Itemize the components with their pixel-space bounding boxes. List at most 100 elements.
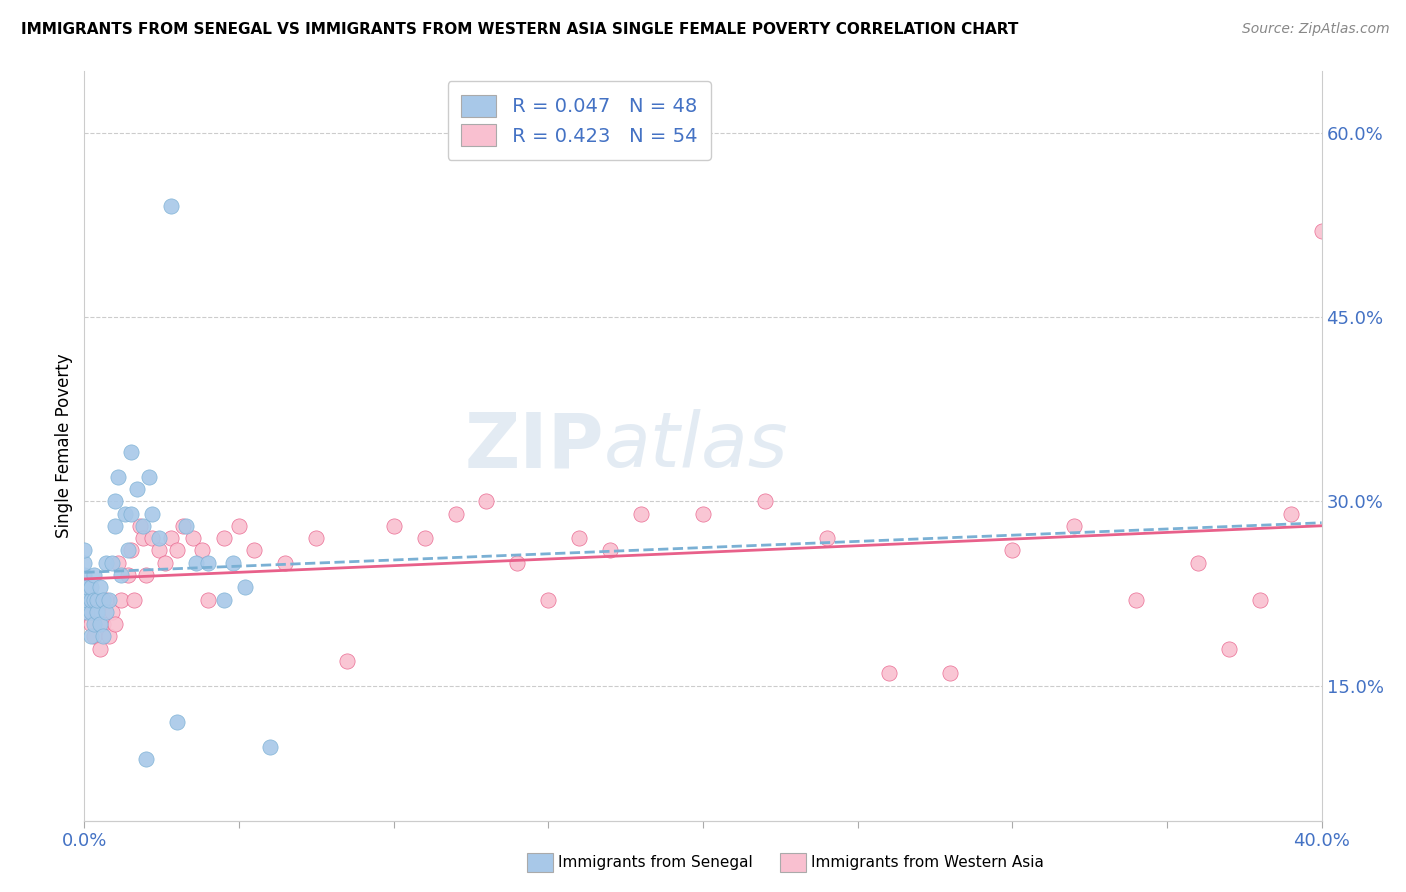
Point: [1279, 507, 1302, 521]
Point: [176, 519, 198, 533]
Text: IMMIGRANTS FROM SENEGAL VS IMMIGRANTS FROM WESTERN ASIA SINGLE FEMALE POVERTY CO: IMMIGRANTS FROM SENEGAL VS IMMIGRANTS FR…: [21, 22, 1018, 37]
Point: [228, 519, 250, 533]
Point: [76, 592, 98, 607]
Point: [107, 469, 129, 483]
Point: [89, 617, 111, 632]
Point: [475, 494, 498, 508]
Point: [104, 494, 127, 508]
Point: [107, 556, 129, 570]
Point: [132, 519, 155, 533]
Point: [104, 617, 127, 632]
Point: [104, 519, 127, 533]
Point: [160, 531, 183, 545]
Point: [129, 519, 152, 533]
Text: ZIP: ZIP: [464, 409, 605, 483]
Point: [73, 543, 96, 558]
Point: [110, 592, 132, 607]
Point: [692, 507, 714, 521]
Point: [135, 752, 157, 766]
Point: [135, 568, 157, 582]
Point: [444, 507, 467, 521]
Point: [153, 556, 176, 570]
Point: [184, 556, 207, 570]
Point: [132, 531, 155, 545]
Point: [73, 580, 96, 594]
Point: [630, 507, 652, 521]
Point: [413, 531, 436, 545]
Point: [76, 580, 98, 594]
Point: [89, 641, 111, 656]
Point: [172, 519, 194, 533]
Point: [138, 469, 160, 483]
Point: [148, 531, 170, 545]
Point: [83, 617, 105, 632]
Point: [94, 605, 117, 619]
Point: [1249, 592, 1271, 607]
Point: [212, 592, 235, 607]
Text: Source: ZipAtlas.com: Source: ZipAtlas.com: [1241, 22, 1389, 37]
Point: [73, 605, 96, 619]
Point: [117, 543, 139, 558]
Point: [506, 556, 529, 570]
Point: [191, 543, 214, 558]
Point: [197, 592, 219, 607]
Point: [382, 519, 405, 533]
Point: [181, 531, 204, 545]
Point: [305, 531, 328, 545]
Point: [83, 568, 105, 582]
Point: [79, 592, 101, 607]
Point: [222, 556, 245, 570]
Point: [166, 715, 188, 730]
Point: [815, 531, 838, 545]
Point: [101, 605, 124, 619]
Point: [101, 556, 124, 570]
Point: [89, 580, 111, 594]
Point: [1063, 519, 1085, 533]
Point: [336, 654, 359, 668]
Point: [76, 605, 98, 619]
Point: [939, 666, 962, 681]
Point: [141, 507, 163, 521]
Point: [197, 556, 219, 570]
Point: [120, 543, 142, 558]
Point: [599, 543, 621, 558]
Point: [83, 629, 105, 643]
Point: [114, 507, 136, 521]
Point: [98, 592, 121, 607]
Point: [94, 592, 117, 607]
Point: [83, 592, 105, 607]
Point: [125, 482, 148, 496]
Point: [98, 629, 121, 643]
Point: [1310, 224, 1333, 238]
Point: [86, 592, 108, 607]
Point: [79, 580, 101, 594]
Text: Immigrants from Senegal: Immigrants from Senegal: [558, 855, 754, 870]
Point: [79, 617, 101, 632]
Point: [148, 543, 170, 558]
Point: [1218, 641, 1240, 656]
Point: [274, 556, 297, 570]
Point: [86, 605, 108, 619]
Point: [212, 531, 235, 545]
Point: [1125, 592, 1147, 607]
Point: [73, 568, 96, 582]
Point: [79, 605, 101, 619]
Point: [73, 592, 96, 607]
Point: [120, 507, 142, 521]
Point: [1187, 556, 1209, 570]
Point: [79, 629, 101, 643]
Text: Immigrants from Western Asia: Immigrants from Western Asia: [811, 855, 1045, 870]
Point: [537, 592, 560, 607]
Point: [233, 580, 256, 594]
Legend:  R = 0.047   N = 48,  R = 0.423   N = 54: R = 0.047 N = 48, R = 0.423 N = 54: [447, 81, 711, 160]
Point: [91, 617, 114, 632]
Point: [91, 629, 114, 643]
Text: atlas: atlas: [605, 409, 789, 483]
Point: [120, 445, 142, 459]
Point: [754, 494, 776, 508]
Point: [877, 666, 900, 681]
Point: [1001, 543, 1024, 558]
Point: [73, 556, 96, 570]
Point: [94, 556, 117, 570]
Point: [166, 543, 188, 558]
